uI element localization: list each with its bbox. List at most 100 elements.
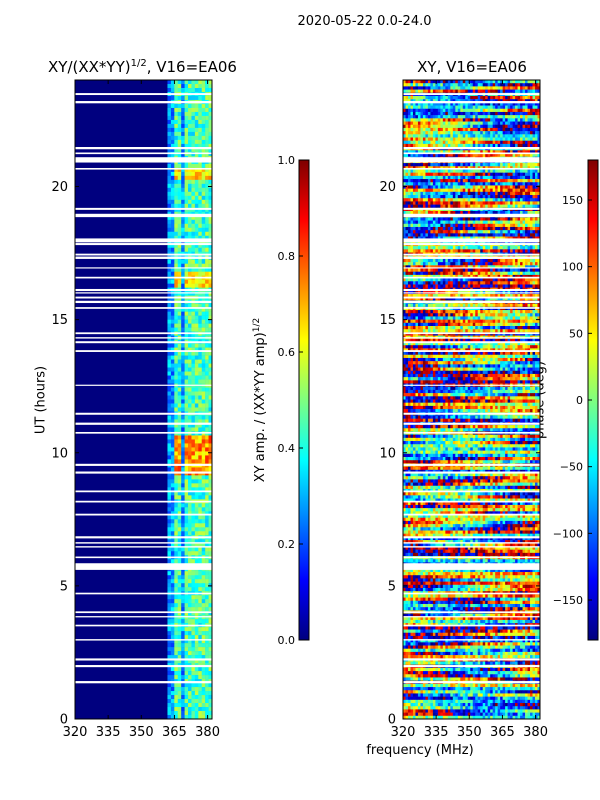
phase-cell xyxy=(485,182,488,186)
phase-cell xyxy=(405,191,409,196)
amplitude-cell xyxy=(198,527,203,532)
phase-cell xyxy=(465,140,469,145)
amplitude-cell xyxy=(208,435,213,440)
phase-cell xyxy=(470,83,474,87)
amplitude-cell xyxy=(205,479,209,484)
phase-cell xyxy=(482,127,486,132)
amplitude-cell xyxy=(188,407,192,412)
amplitude-cell xyxy=(188,447,192,452)
phase-cell xyxy=(475,143,479,148)
amplitude-cell xyxy=(184,107,189,113)
amplitude-cell xyxy=(188,303,192,308)
amplitude-cell xyxy=(170,403,175,408)
phase-cell xyxy=(410,121,414,126)
phase-cell xyxy=(485,137,488,141)
amplitude-cell xyxy=(188,707,192,712)
amplitude-cell xyxy=(205,195,209,201)
phase-cell xyxy=(490,150,493,154)
phase-cell xyxy=(425,220,429,225)
amplitude-cell xyxy=(205,627,209,632)
amplitude-cell xyxy=(174,707,179,712)
phase-cell xyxy=(475,153,479,157)
phase-cell xyxy=(475,89,479,94)
phase-cell xyxy=(520,175,523,180)
phase-cell xyxy=(487,86,491,90)
amplitude-cell xyxy=(167,303,172,308)
phase-cell xyxy=(505,95,508,100)
phase-cell xyxy=(482,105,486,110)
phase-cell xyxy=(502,89,506,94)
phase-cell xyxy=(410,131,414,135)
phase-cell xyxy=(445,201,449,205)
amplitude-cell xyxy=(167,107,172,113)
phase-cell xyxy=(537,137,541,141)
amplitude-cell xyxy=(184,163,189,169)
phase-cell xyxy=(520,172,523,177)
amplitude-cell xyxy=(174,267,179,272)
phase-cell xyxy=(445,111,449,116)
phase-cell xyxy=(425,226,429,231)
amplitude-cell xyxy=(174,179,179,185)
amplitude-cell xyxy=(194,243,199,249)
phase-cell xyxy=(510,143,513,148)
amplitude-cell xyxy=(205,283,209,288)
phase-cell xyxy=(485,191,488,196)
phase-cell xyxy=(485,83,488,87)
amplitude-cell xyxy=(181,143,185,149)
amplitude-cell xyxy=(188,179,192,185)
amplitude-cell xyxy=(184,147,189,153)
phase-cell xyxy=(507,230,511,234)
amplitude-cell xyxy=(194,655,199,660)
amplitude-cell xyxy=(177,483,182,488)
phase-cell xyxy=(457,236,461,241)
amplitude-cell xyxy=(167,175,172,181)
amplitude-cell xyxy=(208,475,213,480)
phase-cell xyxy=(440,182,444,186)
amplitude-cell xyxy=(201,219,206,225)
amplitude-cell xyxy=(191,483,196,488)
phase-cell xyxy=(427,191,431,196)
phase-cell xyxy=(490,236,493,241)
phase-cell xyxy=(485,175,488,180)
phase-cell xyxy=(455,95,459,100)
amplitude-cell xyxy=(184,707,189,712)
phase-cell xyxy=(525,140,528,145)
phase-cell xyxy=(450,143,454,148)
phase-cell xyxy=(470,182,474,186)
phase-cell xyxy=(517,124,521,129)
phase-cell xyxy=(530,131,533,135)
amplitude-cell xyxy=(188,187,192,193)
phase-cell xyxy=(490,83,493,87)
phase-cell xyxy=(530,86,533,90)
phase-cell xyxy=(487,163,491,167)
amplitude-cell xyxy=(174,699,179,704)
amplitude-cell xyxy=(191,507,196,512)
amplitude-cell xyxy=(174,391,179,396)
phase-cell xyxy=(415,131,419,135)
phase-cell xyxy=(403,83,406,87)
phase-cell xyxy=(482,131,486,135)
phase-cell xyxy=(507,83,511,87)
amplitude-cell xyxy=(198,699,203,704)
phase-cell xyxy=(492,118,496,122)
amplitude-cell xyxy=(174,491,179,496)
phase-cell xyxy=(525,188,528,193)
phase-cell xyxy=(407,220,411,225)
phase-cell xyxy=(432,121,436,126)
amplitude-cell xyxy=(191,707,196,712)
phase-cell xyxy=(507,115,511,119)
phase-cell xyxy=(530,226,533,231)
amplitude-cell xyxy=(177,575,182,580)
amplitude-cell xyxy=(201,379,206,384)
phase-cell xyxy=(417,230,421,234)
amplitude-cell xyxy=(181,519,185,524)
amplitude-cell xyxy=(198,303,203,308)
phase-cell xyxy=(435,111,439,116)
amplitude-cell xyxy=(205,415,209,420)
amplitude-cell xyxy=(208,219,213,225)
phase-cell xyxy=(520,188,523,193)
phase-cell xyxy=(437,204,441,209)
phase-cell xyxy=(407,124,411,129)
phase-cell xyxy=(407,121,411,126)
phase-cell xyxy=(495,131,498,135)
